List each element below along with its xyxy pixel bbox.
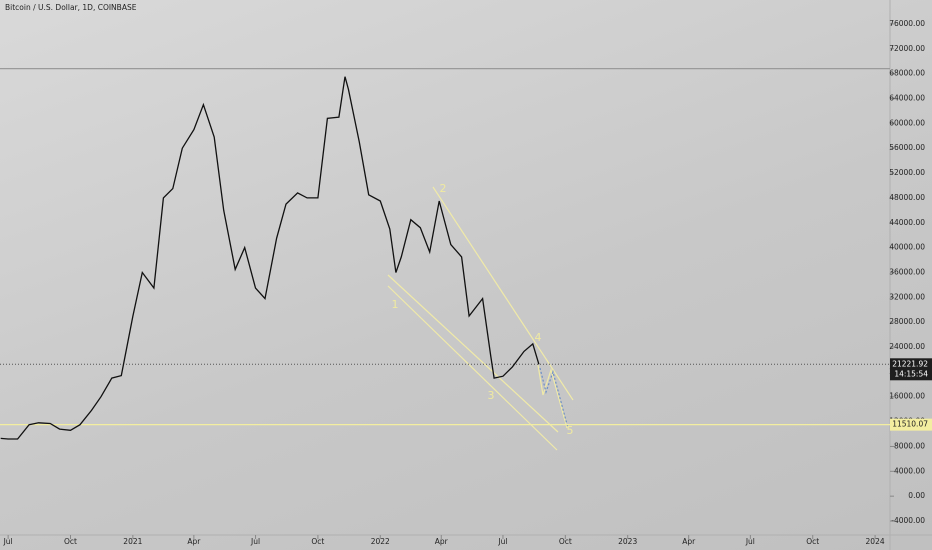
channel-upper xyxy=(432,186,574,401)
y-tick-label: -4000.00 xyxy=(891,516,925,525)
last-price-label: 21221.92 xyxy=(892,359,928,368)
x-tick-label: 2021 xyxy=(123,537,142,546)
x-tick-label: Jul xyxy=(250,537,260,546)
y-tick-label: 8000.00 xyxy=(894,441,925,450)
x-tick-label: Oct xyxy=(559,537,572,546)
last-price-box xyxy=(890,358,932,381)
y-tick-label: 28000.00 xyxy=(889,317,925,326)
y-tick-label: 48000.00 xyxy=(889,193,925,202)
y-tick-label: 44000.00 xyxy=(889,218,925,227)
y-tick-label: 60000.00 xyxy=(889,118,925,127)
wave-label: 2 xyxy=(440,182,447,195)
y-tick-label: 36000.00 xyxy=(889,267,925,276)
x-tick-label: Jul xyxy=(3,537,13,546)
x-tick-label: Jul xyxy=(745,537,755,546)
x-tick-label: Oct xyxy=(311,537,324,546)
channel-lower-2 xyxy=(387,285,558,451)
y-tick-label: 24000.00 xyxy=(889,342,925,351)
wave-label: 1 xyxy=(392,298,399,311)
y-tick-label: 52000.00 xyxy=(889,168,925,177)
y-tick-label: 40000.00 xyxy=(889,243,925,252)
channel-lower xyxy=(387,274,559,433)
y-tick-label: 4000.00 xyxy=(894,466,925,475)
y-tick-label: 56000.00 xyxy=(889,143,925,152)
y-tick-label: 76000.00 xyxy=(889,19,925,28)
price-label-box xyxy=(890,418,932,431)
x-tick-label: Oct xyxy=(806,537,819,546)
x-tick-label: Apr xyxy=(187,537,201,546)
y-tick-label: 64000.00 xyxy=(889,93,925,102)
x-tick-label: 2022 xyxy=(371,537,390,546)
wave-label: 4 xyxy=(535,331,542,344)
wave-label: 5 xyxy=(567,424,574,437)
wave-label: 3 xyxy=(488,389,495,402)
projection xyxy=(537,364,568,429)
x-tick-label: 2024 xyxy=(866,537,885,546)
price-line xyxy=(0,76,540,440)
y-tick-label: 32000.00 xyxy=(889,292,925,301)
price-label: 11510.07 xyxy=(892,420,928,429)
projection-dotted xyxy=(539,367,569,429)
y-tick-label: 0.00 xyxy=(908,491,925,500)
x-tick-label: Apr xyxy=(682,537,696,546)
y-tick-label: 16000.00 xyxy=(889,392,925,401)
x-tick-label: Apr xyxy=(435,537,449,546)
drawings xyxy=(387,186,574,451)
countdown-label: 14:15:54 xyxy=(894,369,928,378)
x-tick-label: Jul xyxy=(497,537,507,546)
y-tick-label: 72000.00 xyxy=(889,44,925,53)
y-tick-label: 68000.00 xyxy=(889,69,925,78)
x-tick-label: 2023 xyxy=(618,537,637,546)
chart-title: Bitcoin / U.S. Dollar, 1D, COINBASE xyxy=(5,3,137,12)
x-tick-label: Oct xyxy=(64,537,77,546)
